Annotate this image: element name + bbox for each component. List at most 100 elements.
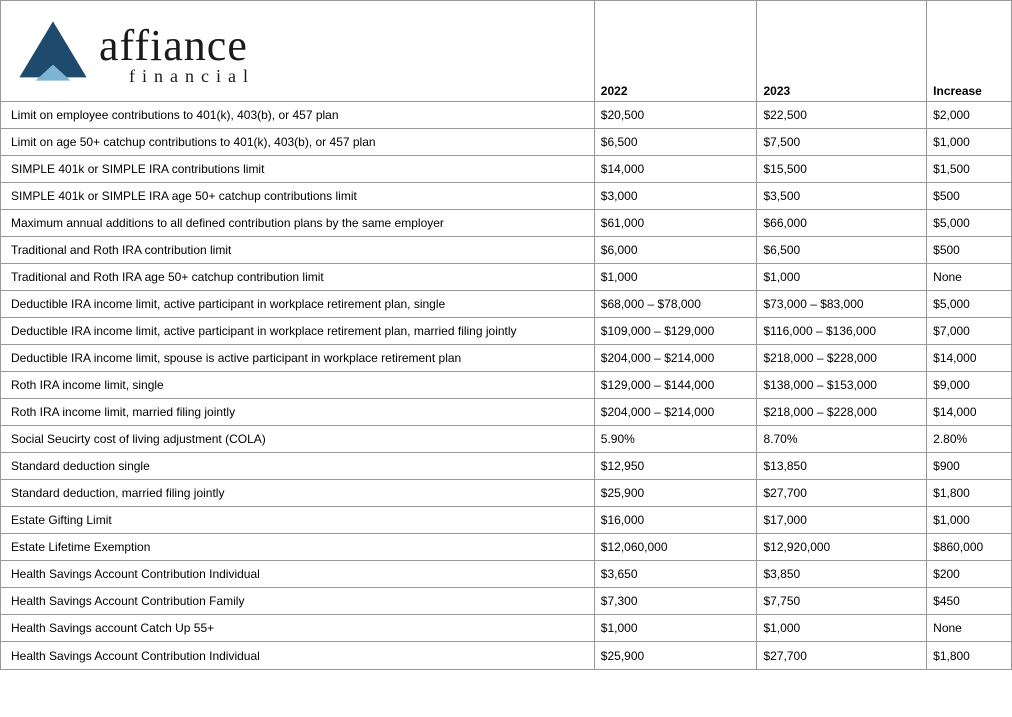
row-value-2022: $25,900 xyxy=(594,480,757,506)
row-value-2022: $7,300 xyxy=(594,588,757,614)
row-description: Maximum annual additions to all defined … xyxy=(1,211,594,235)
table-row: SIMPLE 401k or SIMPLE IRA age 50+ catchu… xyxy=(1,183,1011,210)
row-value-increase: $500 xyxy=(926,183,1011,209)
row-value-2022: $204,000 – $214,000 xyxy=(594,399,757,425)
row-value-2022: $109,000 – $129,000 xyxy=(594,318,757,344)
row-value-2022: 5.90% xyxy=(594,426,757,452)
row-value-2022: $1,000 xyxy=(594,264,757,290)
row-value-2023: $15,500 xyxy=(756,156,926,182)
row-value-2022: $6,000 xyxy=(594,237,757,263)
row-description: Health Savings Account Contribution Indi… xyxy=(1,562,594,586)
row-value-2023: $13,850 xyxy=(756,453,926,479)
row-value-increase: $1,800 xyxy=(926,480,1011,506)
row-description: SIMPLE 401k or SIMPLE IRA age 50+ catchu… xyxy=(1,184,594,208)
row-value-2022: $1,000 xyxy=(594,615,757,641)
row-value-2023: $73,000 – $83,000 xyxy=(756,291,926,317)
row-value-2022: $129,000 – $144,000 xyxy=(594,372,757,398)
row-value-increase: $9,000 xyxy=(926,372,1011,398)
row-value-2022: $25,900 xyxy=(594,642,757,669)
row-description: Health Savings Account Contribution Indi… xyxy=(1,644,594,668)
row-value-2023: $66,000 xyxy=(756,210,926,236)
row-value-2023: $7,500 xyxy=(756,129,926,155)
row-value-increase: $1,000 xyxy=(926,129,1011,155)
row-description: Estate Gifting Limit xyxy=(1,508,594,532)
row-description: Estate Lifetime Exemption xyxy=(1,535,594,559)
table-header-row: affiance financial 2022 2023 Increase xyxy=(1,1,1011,102)
row-value-increase: $500 xyxy=(926,237,1011,263)
row-value-2023: $3,850 xyxy=(756,561,926,587)
row-value-increase: $14,000 xyxy=(926,345,1011,371)
row-value-2023: $138,000 – $153,000 xyxy=(756,372,926,398)
table-row: Social Seucirty cost of living adjustmen… xyxy=(1,426,1011,453)
brand-name: affiance xyxy=(99,24,255,68)
row-value-increase: $1,500 xyxy=(926,156,1011,182)
row-value-increase: None xyxy=(926,615,1011,641)
row-description: SIMPLE 401k or SIMPLE IRA contributions … xyxy=(1,157,594,181)
row-description: Health Savings account Catch Up 55+ xyxy=(1,616,594,640)
row-value-2022: $61,000 xyxy=(594,210,757,236)
table-row: Standard deduction, married filing joint… xyxy=(1,480,1011,507)
row-value-2023: $116,000 – $136,000 xyxy=(756,318,926,344)
table-row: Limit on employee contributions to 401(k… xyxy=(1,102,1011,129)
table-row: Health Savings Account Contribution Fami… xyxy=(1,588,1011,615)
row-description: Health Savings Account Contribution Fami… xyxy=(1,589,594,613)
table-row: Deductible IRA income limit, active part… xyxy=(1,291,1011,318)
row-value-2023: $17,000 xyxy=(756,507,926,533)
row-value-2022: $16,000 xyxy=(594,507,757,533)
table-row: Estate Lifetime Exemption$12,060,000$12,… xyxy=(1,534,1011,561)
row-value-increase: $2,000 xyxy=(926,102,1011,128)
row-value-2023: $3,500 xyxy=(756,183,926,209)
row-value-2022: $14,000 xyxy=(594,156,757,182)
table-row: Deductible IRA income limit, spouse is a… xyxy=(1,345,1011,372)
row-value-2022: $3,650 xyxy=(594,561,757,587)
table-row: Traditional and Roth IRA contribution li… xyxy=(1,237,1011,264)
row-value-2022: $20,500 xyxy=(594,102,757,128)
row-value-2023: 8.70% xyxy=(756,426,926,452)
row-description: Deductible IRA income limit, active part… xyxy=(1,292,594,316)
row-description: Deductible IRA income limit, active part… xyxy=(1,319,594,343)
row-value-2022: $6,500 xyxy=(594,129,757,155)
row-value-2022: $12,060,000 xyxy=(594,534,757,560)
row-description: Standard deduction, married filing joint… xyxy=(1,481,594,505)
table-row: Roth IRA income limit, single$129,000 – … xyxy=(1,372,1011,399)
row-description: Roth IRA income limit, single xyxy=(1,373,594,397)
row-value-2023: $12,920,000 xyxy=(756,534,926,560)
column-header-2022: 2022 xyxy=(594,1,757,101)
row-description: Standard deduction single xyxy=(1,454,594,478)
column-header-increase: Increase xyxy=(926,1,1011,101)
row-value-increase: $900 xyxy=(926,453,1011,479)
table-row: Health Savings account Catch Up 55+$1,00… xyxy=(1,615,1011,642)
row-value-2023: $1,000 xyxy=(756,615,926,641)
table-row: Limit on age 50+ catchup contributions t… xyxy=(1,129,1011,156)
row-value-2023: $27,700 xyxy=(756,480,926,506)
table-row: Health Savings Account Contribution Indi… xyxy=(1,642,1011,669)
table-row: Standard deduction single$12,950$13,850$… xyxy=(1,453,1011,480)
row-value-2022: $12,950 xyxy=(594,453,757,479)
row-value-2023: $1,000 xyxy=(756,264,926,290)
table-row: SIMPLE 401k or SIMPLE IRA contributions … xyxy=(1,156,1011,183)
row-value-increase: 2.80% xyxy=(926,426,1011,452)
table-row: Estate Gifting Limit$16,000$17,000$1,000 xyxy=(1,507,1011,534)
row-value-2022: $68,000 – $78,000 xyxy=(594,291,757,317)
row-value-increase: $200 xyxy=(926,561,1011,587)
column-header-2023: 2023 xyxy=(756,1,926,101)
row-value-increase: $860,000 xyxy=(926,534,1011,560)
table-row: Health Savings Account Contribution Indi… xyxy=(1,561,1011,588)
row-description: Traditional and Roth IRA contribution li… xyxy=(1,238,594,262)
row-value-increase: $5,000 xyxy=(926,210,1011,236)
row-description: Traditional and Roth IRA age 50+ catchup… xyxy=(1,265,594,289)
row-value-2023: $22,500 xyxy=(756,102,926,128)
row-value-2023: $6,500 xyxy=(756,237,926,263)
table-row: Deductible IRA income limit, active part… xyxy=(1,318,1011,345)
row-value-2023: $7,750 xyxy=(756,588,926,614)
row-value-increase: $14,000 xyxy=(926,399,1011,425)
table-row: Roth IRA income limit, married filing jo… xyxy=(1,399,1011,426)
affiance-logo-icon xyxy=(13,15,93,95)
table-body: Limit on employee contributions to 401(k… xyxy=(1,102,1011,669)
row-value-2023: $27,700 xyxy=(756,642,926,669)
row-value-increase: $7,000 xyxy=(926,318,1011,344)
table-row: Maximum annual additions to all defined … xyxy=(1,210,1011,237)
row-value-increase: $1,000 xyxy=(926,507,1011,533)
row-description: Roth IRA income limit, married filing jo… xyxy=(1,400,594,424)
row-value-2022: $204,000 – $214,000 xyxy=(594,345,757,371)
